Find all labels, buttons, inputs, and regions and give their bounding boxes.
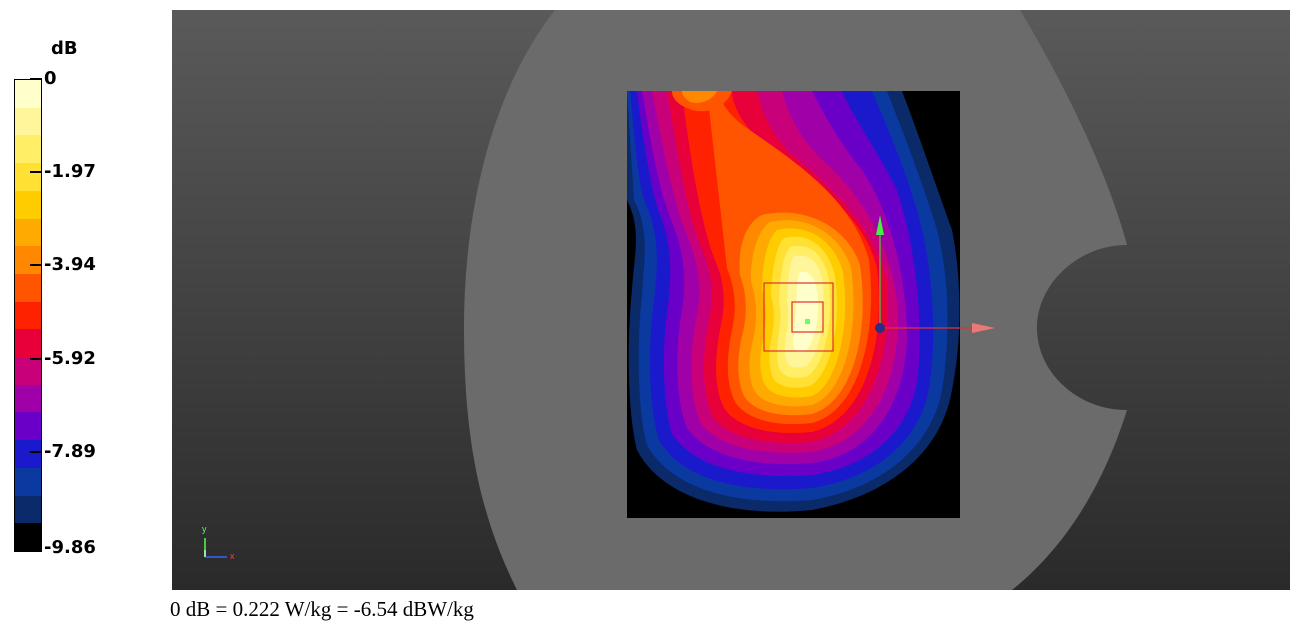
legend-tick-1: -1.97: [44, 161, 96, 182]
device-axis-triad: [875, 215, 995, 333]
legend-swatch-15: [15, 495, 41, 524]
legend-unit-label: dB: [51, 38, 78, 59]
legend-swatch-7: [15, 273, 41, 302]
corner-axis-triad: y x: [202, 524, 235, 561]
sar-map-canvas: y x: [172, 10, 1290, 590]
corner-y-label: y: [202, 524, 207, 534]
legend-swatch-6: [15, 246, 41, 274]
legend-tick-3: -5.92: [44, 348, 96, 369]
legend-swatch-13: [15, 440, 41, 468]
legend-swatch-1: [15, 107, 41, 136]
origin-dot: [875, 323, 885, 333]
3d-viewport[interactable]: y x: [172, 10, 1290, 590]
colorbar-legend: dB 0 -1.97 -3.94 -5.92 -7.89 -9.86: [0, 0, 170, 600]
zoom-scan-inner-box: [791, 301, 824, 333]
legend-swatch-3: [15, 163, 41, 191]
reference-value-caption: 0 dB = 0.222 W/kg = -6.54 dBW/kg: [170, 597, 474, 621]
legend-tick-4: -7.89: [44, 441, 96, 462]
scan-notch-left: [627, 200, 636, 280]
x-arrow-head: [972, 323, 995, 333]
legend-swatch-12: [15, 412, 41, 441]
legend-tick-0: 0: [44, 68, 57, 89]
legend-swatch-10: [15, 357, 41, 385]
corner-x-label: x: [230, 551, 235, 561]
legend-swatch-2: [15, 135, 41, 164]
legend-swatch-9: [15, 329, 41, 358]
hotspot-top-inner: [682, 91, 717, 103]
y-arrow-head: [876, 215, 884, 235]
sar-scan-area: [627, 91, 960, 518]
legend-swatch-5: [15, 218, 41, 247]
legend-swatch-0: [15, 80, 41, 108]
legend-tick-5: -9.86: [44, 537, 96, 558]
legend-swatch-4: [15, 190, 41, 219]
legend-color-scale: [14, 79, 42, 552]
zoom-scan-outer-box: [763, 282, 834, 352]
legend-swatch-11: [15, 384, 41, 413]
legend-tick-2: -3.94: [44, 254, 96, 275]
legend-swatch-14: [15, 467, 41, 496]
legend-swatch-8: [15, 301, 41, 330]
peak-marker: [805, 319, 810, 324]
